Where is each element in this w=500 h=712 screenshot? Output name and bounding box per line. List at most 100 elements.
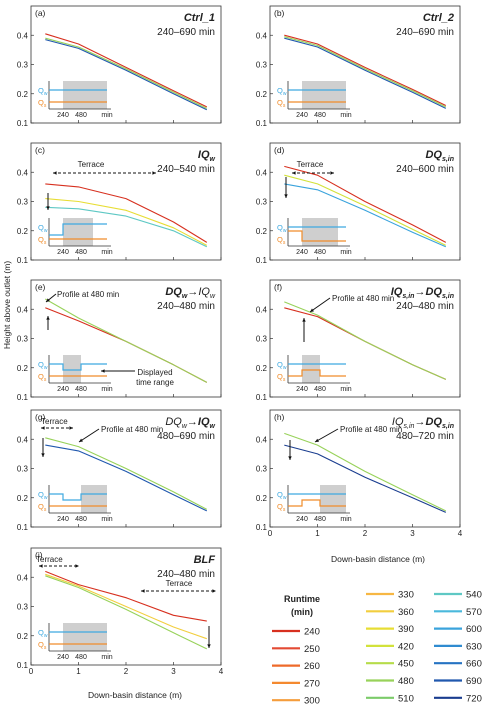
inset-unit-label: min	[340, 112, 351, 119]
panel-title: DQw→IQw	[165, 286, 216, 300]
displayed-range-shade	[302, 355, 320, 383]
legend-label: 300	[304, 696, 320, 707]
inset-tick-label: 480	[314, 249, 326, 256]
legend-item-660: 660	[434, 659, 482, 670]
legend-item-450: 450	[366, 659, 414, 670]
qs-series-line	[288, 230, 346, 242]
y-tick-label: 0.2	[256, 494, 268, 503]
qw-label: Qw	[38, 86, 48, 97]
inset-tick-label: 240	[296, 112, 308, 119]
profile-line-240	[45, 33, 208, 108]
arrow-head	[69, 426, 73, 430]
y-tick-label: 0.2	[17, 227, 29, 236]
arrow-head	[46, 316, 50, 320]
legend-item-420: 420	[366, 641, 414, 652]
arrow-head	[39, 564, 43, 568]
legend-item-630: 630	[434, 641, 482, 652]
inset-unit-label: min	[101, 112, 112, 119]
y-tick-label: 0.1	[17, 661, 29, 670]
y-tick-label: 0.3	[17, 603, 29, 612]
displayed-range-shade	[63, 623, 107, 651]
inset-tick-label: 480	[75, 516, 87, 523]
qw-label: Qw	[277, 86, 287, 97]
qw-label: Qw	[38, 360, 48, 371]
x-tick-label: 4	[458, 529, 463, 538]
x-tick-label: 1	[76, 667, 81, 676]
y-tick-label: 0.1	[17, 119, 29, 128]
legend-item-480: 480	[366, 676, 414, 687]
panel-title: DQw→IQw	[165, 416, 215, 430]
panel-title: Ctrl_1	[184, 12, 215, 24]
legend-label: 570	[466, 607, 482, 618]
qw-label: Qw	[38, 490, 48, 501]
displayed-range-shade	[63, 355, 81, 383]
x-tick-label: 3	[410, 529, 415, 538]
profile-line-690	[45, 444, 208, 512]
displayed-range-shade	[302, 218, 338, 246]
qw-label: Qw	[38, 628, 48, 639]
legend-label: 260	[304, 661, 320, 672]
inset-unit-label: min	[340, 516, 351, 523]
panel-time-range: 240–690 min	[396, 27, 454, 38]
panel-letter: (e)	[35, 282, 46, 292]
legend-item-690: 690	[434, 676, 482, 687]
inset-unit-label: min	[101, 516, 112, 523]
profile-480-label: Profile at 480 min	[57, 290, 119, 299]
panel-title: DQs,in	[425, 149, 454, 163]
y-tick-label: 0.4	[17, 305, 29, 314]
profile-480-label: Profile at 480 min	[340, 425, 402, 434]
y-tick-label: 0.2	[17, 364, 29, 373]
qs-label: Qs	[38, 235, 47, 246]
legend-label: 720	[466, 693, 482, 704]
legend-label: 690	[466, 676, 482, 687]
qs-label: Qs	[277, 502, 286, 513]
y-tick-label: 0.2	[256, 90, 268, 99]
terrace-label-left: Terrace	[36, 555, 63, 564]
legend-label: 390	[398, 624, 414, 635]
legend-item-300: 300	[272, 696, 320, 707]
inset-tick-label: 480	[75, 386, 87, 393]
profile-line-390	[45, 198, 208, 246]
panel-h: 0 1 2 3 4 0.1 0.2 0.3 0.4 (h) IQs,in→DQs,in480–720…	[256, 409, 463, 538]
y-tick-label: 0.3	[256, 61, 268, 70]
panel-letter: (a)	[35, 8, 46, 18]
y-tick-label: 0.4	[256, 168, 268, 177]
panel-time-range: 240–600 min	[396, 164, 454, 175]
y-tick-label: 0.1	[256, 256, 268, 265]
inset-tick-label: 240	[57, 249, 69, 256]
panel-time-range: 480–720 min	[396, 431, 454, 442]
x-axis-label-left: Down-basin distance (m)	[88, 690, 182, 700]
panel-letter: (h)	[274, 412, 285, 422]
inset-unit-label: min	[101, 386, 112, 393]
qw-label: Qw	[277, 223, 287, 234]
profile-480-label: Profile at 480 min	[101, 425, 163, 434]
legend-label: 600	[466, 624, 482, 635]
displayed-range-shade	[302, 81, 346, 109]
displayed-range-label: Displayed time range	[136, 368, 174, 387]
qs-label: Qs	[38, 372, 47, 383]
displayed-range-shade	[320, 485, 346, 513]
y-tick-label: 0.4	[256, 435, 268, 444]
legend-title-unit: (min)	[291, 607, 313, 617]
plot-frame	[30, 142, 222, 261]
legend-item-250: 250	[272, 644, 320, 655]
qs-label: Qs	[38, 640, 47, 651]
qs-label: Qs	[277, 235, 286, 246]
profile-line-690	[45, 39, 208, 111]
profile-line-480	[45, 575, 208, 650]
y-axis-label: Height above outlet (m)	[2, 261, 12, 350]
legend-item-240: 240	[272, 627, 320, 638]
legend-item-260: 260	[272, 661, 320, 672]
y-tick-label: 0.2	[256, 364, 268, 373]
inset-tick-label: 480	[75, 249, 87, 256]
qw-series-line	[49, 363, 107, 371]
